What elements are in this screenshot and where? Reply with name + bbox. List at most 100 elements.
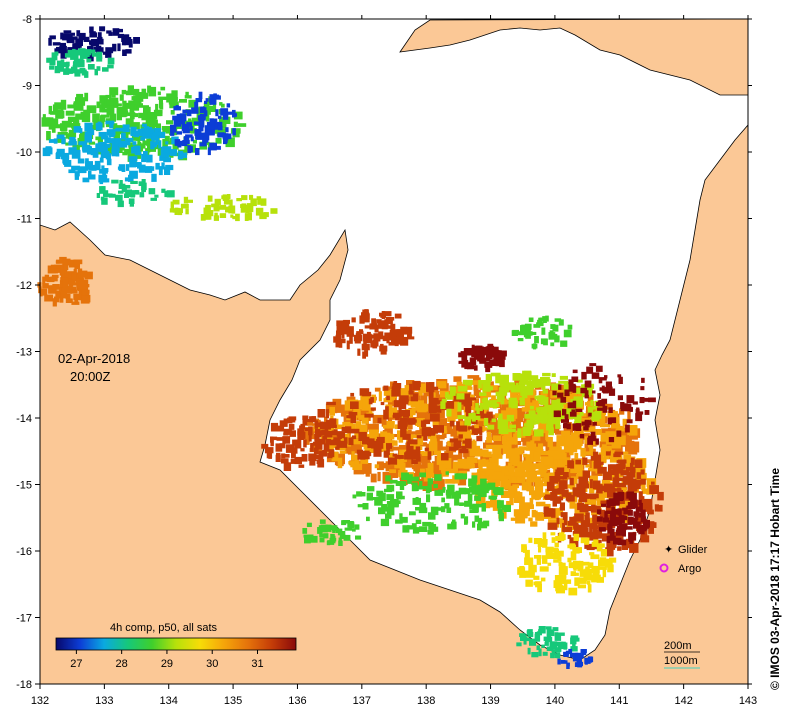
- sst-pixel: [380, 518, 390, 527]
- sst-pixel: [378, 331, 384, 340]
- sst-pixel: [429, 413, 440, 422]
- sst-pixel: [434, 474, 442, 481]
- sst-pixel: [357, 400, 363, 409]
- sst-pixel: [41, 117, 51, 127]
- sst-pixel: [449, 438, 458, 443]
- sst-pixel: [501, 490, 512, 498]
- sst-pixel: [333, 429, 338, 434]
- sst-pixel: [277, 425, 285, 432]
- sst-pixel: [525, 579, 533, 587]
- sst-pixel: [381, 311, 386, 319]
- sst-pixel: [415, 519, 422, 524]
- sst-pixel: [602, 457, 607, 463]
- sst-pixel: [385, 390, 391, 397]
- sst-pixel: [556, 453, 567, 460]
- sst-pixel: [339, 450, 347, 454]
- sst-pixel: [182, 129, 190, 134]
- sst-pixel: [329, 443, 338, 448]
- sst-pixel: [60, 152, 70, 160]
- sst-pixel: [301, 454, 308, 462]
- sst-pixel: [465, 402, 472, 413]
- sst-pixel: [559, 375, 568, 380]
- sst-pixel: [570, 646, 578, 652]
- sst-pixel: [323, 443, 330, 452]
- sst-pixel: [431, 391, 440, 399]
- sst-pixel: [480, 426, 486, 432]
- sst-pixel: [195, 133, 199, 140]
- sst-pixel: [59, 256, 67, 260]
- sst-pixel: [570, 476, 578, 484]
- sst-pixel: [407, 418, 416, 425]
- sst-pixel: [421, 427, 432, 437]
- sst-pixel: [370, 473, 377, 483]
- sst-pixel: [198, 125, 204, 132]
- sst-pixel: [605, 547, 614, 557]
- sst-pixel: [541, 450, 552, 456]
- sst-pixel: [528, 317, 534, 322]
- sst-pixel: [404, 452, 414, 460]
- sst-pixel: [90, 124, 100, 131]
- sst-pixel: [529, 405, 534, 410]
- sst-pixel: [361, 343, 370, 351]
- sst-pixel: [558, 319, 564, 326]
- sst-pixel: [350, 462, 355, 468]
- sst-pixel: [474, 478, 482, 486]
- sst-pixel: [451, 393, 456, 400]
- sst-pixel: [125, 49, 132, 54]
- sst-pixel: [138, 112, 147, 119]
- sst-pixel: [459, 449, 469, 454]
- sst-pixel: [528, 564, 537, 573]
- sst-pixel: [626, 419, 633, 424]
- sst-pixel: [567, 402, 575, 409]
- sst-pixel: [79, 128, 83, 134]
- sst-pixel: [549, 417, 557, 422]
- sst-pixel: [107, 57, 115, 65]
- sst-pixel: [641, 484, 646, 491]
- sst-pixel: [199, 142, 207, 147]
- sst-pixel: [427, 451, 432, 460]
- sst-pixel: [598, 485, 605, 491]
- sst-pixel: [215, 137, 222, 144]
- sst-pixel: [613, 478, 619, 487]
- sst-pixel: [562, 472, 569, 478]
- sst-pixel: [350, 401, 359, 409]
- sst-pixel: [339, 440, 348, 446]
- sst-pixel: [542, 372, 551, 377]
- lon-tick-label: 138: [417, 695, 435, 707]
- sst-pixel: [617, 482, 627, 488]
- sst-pixel: [452, 476, 459, 484]
- sst-pixel: [616, 460, 622, 464]
- sst-pixel: [362, 391, 372, 397]
- sst-pixel: [132, 141, 137, 145]
- sst-pixel: [522, 546, 527, 553]
- sst-pixel: [246, 206, 254, 213]
- sst-pixel: [354, 430, 360, 439]
- sst-pixel: [579, 412, 584, 416]
- sst-pixel: [146, 154, 153, 163]
- sst-pixel: [379, 312, 384, 317]
- sst-pixel: [430, 438, 437, 443]
- sst-pixel: [107, 151, 113, 155]
- sst-pixel: [212, 102, 217, 112]
- sst-pixel: [558, 480, 568, 489]
- sst-pixel: [639, 502, 643, 512]
- sst-pixel: [143, 105, 149, 114]
- sst-pixel: [134, 190, 138, 195]
- sst-pixel: [598, 377, 603, 384]
- sst-pixel: [558, 532, 565, 541]
- sst-pixel: [576, 437, 583, 446]
- sst-pixel: [545, 315, 549, 322]
- sst-pixel: [223, 198, 230, 205]
- sst-pixel: [541, 555, 548, 564]
- sst-pixel: [580, 493, 590, 499]
- sst-pixel: [385, 440, 395, 444]
- sst-pixel: [195, 98, 203, 103]
- sst-pixel: [325, 438, 332, 444]
- sst-pixel: [396, 338, 406, 345]
- bathy-200-label: 200m: [664, 640, 692, 652]
- sst-pixel: [563, 450, 571, 462]
- sst-pixel: [412, 380, 421, 391]
- sst-pixel: [584, 657, 591, 664]
- sst-pixel: [74, 272, 80, 279]
- credit-label: © IMOS 03-Apr-2018 17:17 Hobart Time: [768, 468, 782, 690]
